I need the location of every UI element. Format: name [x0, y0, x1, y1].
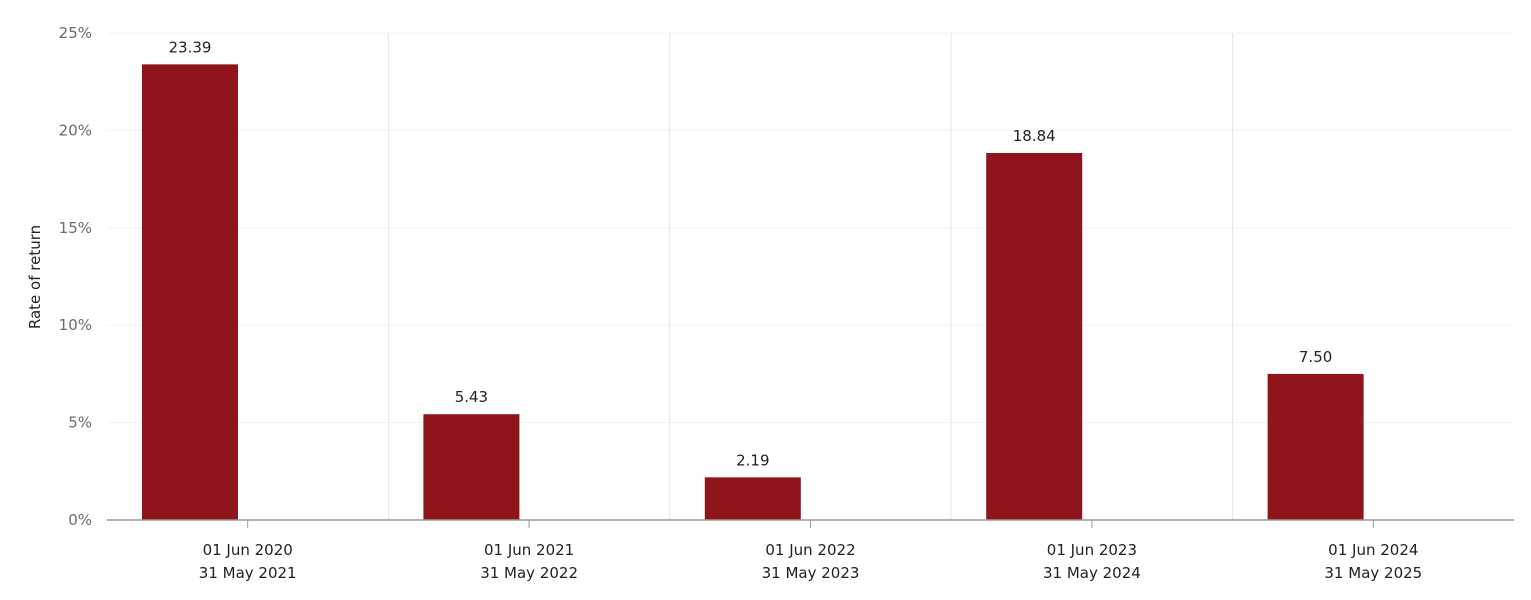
axes: 0% 5% 10% 15% 20% 25% 01 Jun 2020 31 May 2021 01…	[59, 24, 1514, 582]
labels: 23.39 5.43 2.19 18.84 7.50	[169, 38, 1333, 469]
x-tick-label: 01 Jun 2020	[203, 541, 293, 559]
x-tick-label: 01 Jun 2024	[1328, 541, 1418, 559]
bar	[1267, 373, 1364, 520]
data-label: 5.43	[455, 388, 488, 406]
data-label: 2.19	[736, 451, 769, 469]
x-tick-label: 31 May 2022	[480, 564, 578, 582]
bar	[986, 152, 1083, 520]
y-axis-label: Rate of return	[26, 225, 44, 329]
x-tick-label: 31 May 2025	[1324, 564, 1422, 582]
y-tick-label: 15%	[59, 219, 92, 237]
x-tick-label: 31 May 2023	[762, 564, 860, 582]
data-label: 23.39	[169, 38, 212, 56]
x-tick-label: 01 Jun 2021	[484, 541, 574, 559]
bars	[142, 64, 1364, 521]
data-label: 18.84	[1013, 127, 1056, 145]
bar	[423, 414, 520, 520]
data-label: 7.50	[1299, 348, 1332, 366]
x-tick-label: 01 Jun 2022	[765, 541, 855, 559]
x-tick-label: 01 Jun 2023	[1047, 541, 1137, 559]
y-tick-label: 0%	[68, 511, 92, 529]
y-tick-label: 25%	[59, 24, 92, 42]
bar	[142, 64, 238, 521]
bar	[704, 477, 801, 520]
x-tick-label: 31 May 2024	[1043, 564, 1141, 582]
y-tick-label: 10%	[59, 316, 92, 334]
y-tick-label: 5%	[68, 414, 92, 432]
y-tick-label: 20%	[59, 121, 92, 139]
x-tick-label: 31 May 2021	[199, 564, 297, 582]
